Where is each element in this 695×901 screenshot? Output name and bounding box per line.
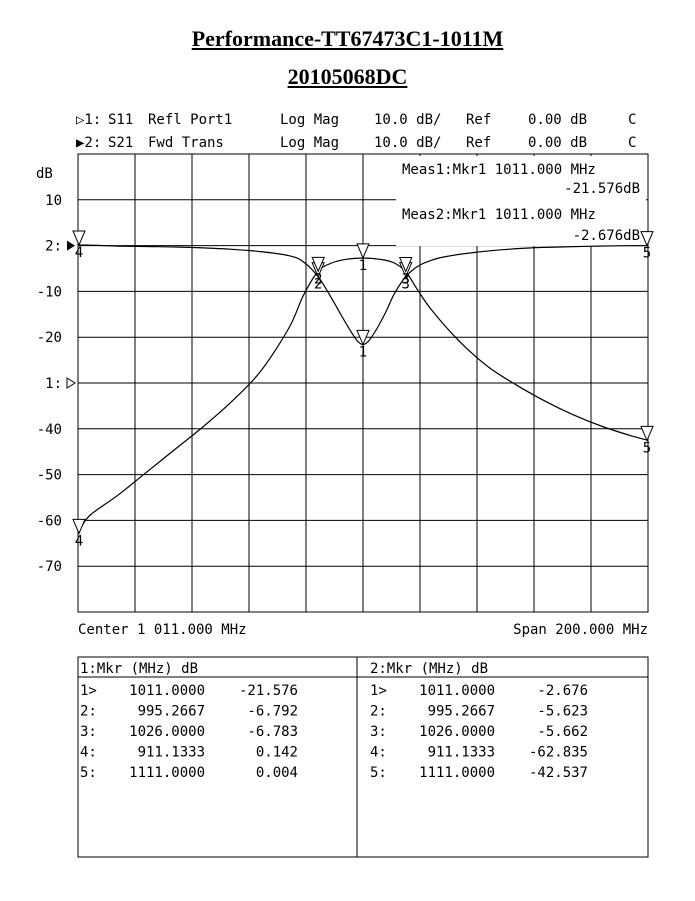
markers: 1 2 3 4 5 1 2 3 4 5 (72, 230, 654, 549)
y-axis-unit-label: dB (36, 166, 53, 182)
table-2-row-id: 2: (370, 704, 387, 720)
table-1-row-db: -6.792 (247, 704, 298, 720)
marker-label: 2 (314, 277, 322, 293)
marker-s11-1 (356, 329, 370, 346)
table-1-row-id: 4: (80, 745, 97, 761)
table-2-row-freq: 911.1333 (428, 745, 495, 761)
marker-label: 3 (402, 277, 410, 293)
table-1-row-id: 2: (80, 704, 97, 720)
channel-1-scale: 10.0 dB/ (374, 112, 441, 128)
channel-1-ref-label: Ref (466, 112, 491, 128)
table-1-row-freq: 1026.0000 (129, 724, 205, 740)
marker-label: 5 (643, 246, 651, 262)
table-1-row-id: 1> (80, 683, 97, 699)
channel-1-ref-value: 0.00 dB (528, 112, 587, 128)
marker-label: 4 (75, 245, 83, 261)
table-1-row-freq: 911.1333 (138, 745, 205, 761)
y-tick-labels: 10 2: -10 -20 1: -40 -50 -60 -70 (37, 193, 76, 575)
span-frequency: Span 200.000 MHz (513, 622, 648, 638)
table-2-row-freq: 1026.0000 (419, 724, 495, 740)
channel-1-indicator: ▷1: (76, 112, 101, 128)
marker-label: 2 (314, 271, 322, 287)
marker-s11-4 (72, 230, 86, 247)
table-2-row-db: -62.835 (529, 745, 588, 761)
table-2-row-db: -42.537 (529, 765, 588, 781)
channel-2-format: Log Mag (280, 135, 339, 151)
table-2-header: 2:Mkr (MHz) dB (370, 661, 488, 677)
table-2-row-db: -5.662 (537, 724, 588, 740)
y-tick-label: -20 (37, 330, 62, 346)
marker-s21-4 (72, 518, 86, 535)
marker-s21-5 (640, 425, 654, 442)
table-1-row-db: 0.142 (256, 745, 298, 761)
y-tick-label: -70 (37, 559, 62, 575)
meas-1-line-2: -21.576dB (564, 181, 640, 197)
table-2-row-id: 5: (370, 765, 387, 781)
table-2-row-id: 4: (370, 745, 387, 761)
table-1-header: 1:Mkr (MHz) dB (80, 661, 198, 677)
meas-box-bg (396, 156, 646, 246)
y-tick-label: 2: (45, 239, 62, 255)
channel-1-param: S11 (108, 112, 133, 128)
marker-label: 4 (75, 533, 83, 549)
table-2-row-freq: 1011.0000 (419, 683, 495, 699)
center-frequency: Center 1 011.000 MHz (78, 622, 247, 638)
table-1-row-freq: 995.2667 (138, 704, 205, 720)
ref-level-arrow-2 (67, 240, 75, 251)
channel-2-ref-value: 0.00 dB (528, 135, 587, 151)
channel-2-flag: C (628, 135, 636, 151)
table-1-row-db: 0.004 (256, 765, 298, 781)
table-1-row-freq: 1011.0000 (129, 683, 205, 699)
table-2-row-id: 3: (370, 724, 387, 740)
channel-2-desc: Fwd Trans (148, 135, 224, 151)
marker-label: 3 (402, 272, 410, 288)
y-tick-label: -60 (37, 513, 62, 529)
table-2-row-db: -5.623 (537, 704, 588, 720)
channel-1-format: Log Mag (280, 112, 339, 128)
table-2-row-freq: 1111.0000 (419, 765, 495, 781)
marker-label: 1 (359, 258, 367, 274)
report-subtitle: 20105068DC (287, 64, 408, 89)
table-1-row-db: -21.576 (239, 683, 298, 699)
y-tick-label: 1: (45, 376, 62, 392)
channel-1-flag: C (628, 112, 636, 128)
table-2-row-id: 1> (370, 683, 387, 699)
y-tick-label: 10 (45, 193, 62, 209)
channel-2-scale: 10.0 dB/ (374, 135, 441, 151)
table-1-row-freq: 1111.0000 (129, 765, 205, 781)
table-2-row-freq: 995.2667 (428, 704, 495, 720)
marker-s11-5 (640, 231, 654, 247)
channel-header: ▷1: S11 Refl Port1 Log Mag 10.0 dB/ Ref … (76, 112, 636, 151)
table-1-row-id: 3: (80, 724, 97, 740)
y-tick-label: -10 (37, 284, 62, 300)
marker-s21-3 (398, 257, 413, 273)
marker-label: 5 (643, 440, 651, 456)
marker-label: 1 (359, 344, 367, 360)
table-1-row-id: 5: (80, 765, 97, 781)
y-tick-label: -40 (37, 422, 62, 438)
marker-s21-1 (356, 243, 370, 260)
channel-2-param: S21 (108, 135, 133, 151)
channel-2-indicator: ▶2: (76, 135, 101, 151)
meas-1-line-1: Meas1:Mkr1 1011.000 MHz (402, 162, 596, 178)
marker-table-frame (77, 656, 649, 858)
marker-s21-2 (311, 256, 325, 273)
meas-2-line-2: -2.676dB (573, 228, 640, 244)
table-2-row-db: -2.676 (537, 683, 588, 699)
table-1-row-db: -6.783 (247, 724, 298, 740)
channel-2-ref-label: Ref (466, 135, 491, 151)
y-tick-label: -50 (37, 468, 62, 484)
report-title: Performance-TT67473C1-1011M (191, 26, 504, 51)
meas-2-line-1: Meas2:Mkr1 1011.000 MHz (402, 207, 596, 223)
ref-level-arrow-1 (66, 377, 76, 389)
channel-1-desc: Refl Port1 (148, 112, 232, 128)
marker-tables: 1:Mkr (MHz) dB 1> 1011.0000 -21.576 2: 995.26… (80, 661, 588, 781)
